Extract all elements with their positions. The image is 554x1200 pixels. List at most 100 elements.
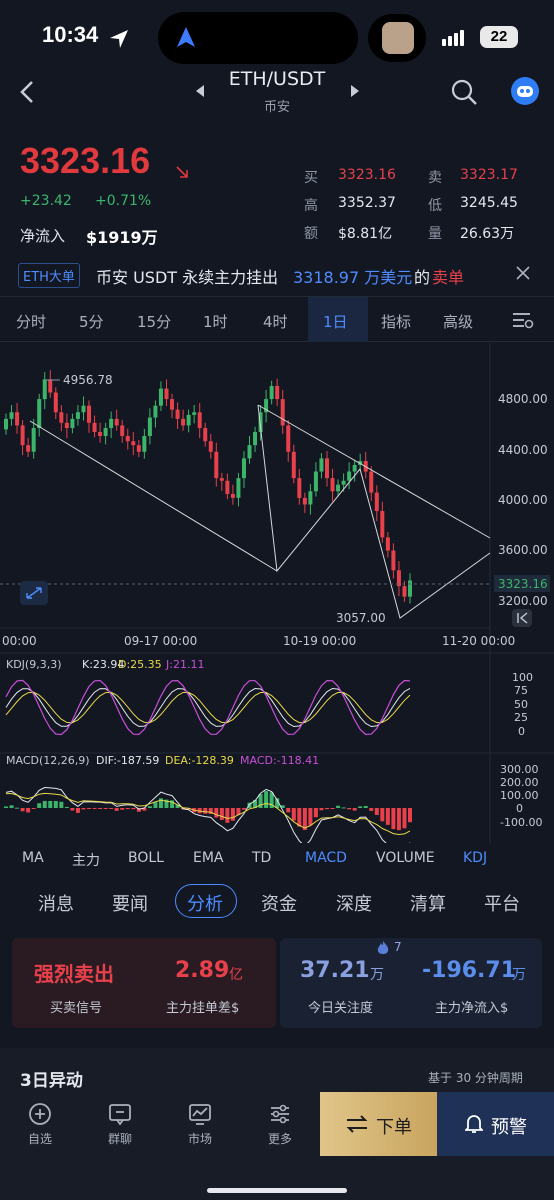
macd-bar [341,807,346,809]
candle-body [358,461,363,465]
tab-analysis[interactable]: 分析 [187,894,223,915]
macd-dif: DIF:-187.59 [96,754,159,767]
candle-body [324,458,329,479]
plus-circle-icon [10,1102,70,1130]
nav-market[interactable]: 市场 [170,1102,230,1147]
ticker-mid: 的 [414,268,431,287]
candle-body [114,418,119,426]
jump-latest-icon [517,612,528,624]
kdj-j: J:21.11 [165,658,204,671]
indicator-main[interactable]: 主力 [72,853,100,869]
large-order-ticker[interactable]: ETH大单 币安 USDT 永续主力挂出 3318.97 万美元 的 卖单 [0,256,554,292]
order-diff-label: 主力挂单差$ [166,1001,240,1016]
candle-body [175,409,180,419]
candle-body [336,484,341,492]
indicator-ema[interactable]: EMA [193,850,224,866]
close-icon[interactable] [516,266,530,280]
indicator-kdj[interactable]: KDJ [463,850,488,866]
candle-body [214,451,219,479]
candlestick-chart[interactable]: 4800.00 4400.00 4000.00 3600.00 3323.16 … [0,343,554,854]
nav-more[interactable]: 更多 [250,1102,310,1147]
chart-settings-icon[interactable] [512,311,534,329]
candle-body [385,537,390,551]
tab-depth[interactable]: 深度 [336,894,372,915]
tab-1h[interactable]: 1时 [203,313,228,331]
tab-funds[interactable]: 资金 [261,894,297,915]
macd-bar [208,808,213,815]
ticker-amount: 3318.97 万美元 [293,268,413,287]
next-pair-icon[interactable] [350,84,360,98]
tab-liquidation[interactable]: 清算 [410,894,446,915]
indicator-ma[interactable]: MA [22,850,44,866]
macd-bar [280,805,285,808]
exchange-name: 币安 [263,100,290,115]
macd-bar [236,808,241,815]
macd-dif-line [5,786,411,854]
tab-news[interactable]: 消息 [38,894,74,915]
macd-bar [4,806,8,808]
macd-bar [125,808,130,810]
low-value: 3245.45 [460,195,518,211]
macd-bar [374,808,379,815]
price-tick: 3600.00 [498,543,548,557]
macd-bar [269,792,274,808]
timeframe-tabs: 分时 5分 15分 1时 4时 1日 指标 高级 [0,296,554,342]
tab-indicators[interactable]: 指标 [381,313,412,331]
candle-body [20,425,25,446]
tab-platform[interactable]: 平台 [484,894,520,915]
indicator-boll[interactable]: BOLL [128,850,164,866]
indicator-volume[interactable]: VOLUME [376,850,435,866]
tab-timeshare[interactable]: 分时 [16,313,47,331]
candle-body [48,379,53,393]
order-button[interactable]: 下单 [320,1092,437,1156]
pair-title[interactable]: ETH/USDT [228,68,326,90]
tab-4h[interactable]: 4时 [263,313,288,331]
candle-body [297,478,302,498]
nav-watchlist[interactable]: 自选 [10,1102,70,1147]
status-bar: 10:34 22 [0,0,554,70]
price-chart[interactable]: 4800.00 4400.00 4000.00 3600.00 3323.16 … [0,343,554,873]
tab-5m[interactable]: 5分 [79,313,104,331]
indicator-macd[interactable]: MACD [305,850,347,866]
sell-label: 卖 [428,170,442,186]
candle-body [308,491,313,505]
candle-body [186,414,191,426]
macd-bar [313,808,318,818]
attention-card[interactable]: 7 37.21 万 今日关注度 -196.71 万 主力净流入$ [280,938,542,1028]
netflow-main-unit: 万 [512,967,526,983]
candle-body [131,441,136,446]
robot-assistant-icon[interactable] [510,76,540,106]
netflow-main-value: -196.71 [422,958,517,983]
macd-bar [170,800,175,808]
macd-bar [92,808,97,809]
macd-bar [247,802,252,808]
macd-bar [324,808,329,810]
macd-bar [59,801,64,808]
macd-bar [9,805,14,808]
chat-icon [90,1102,150,1130]
candle-body [302,497,307,505]
buy-label: 买 [304,170,318,186]
date-tick: 09-17 00:00 [124,634,197,648]
signal-icon [442,30,466,50]
tab-15m[interactable]: 15分 [137,313,172,331]
back-icon[interactable] [18,80,38,104]
tab-1d[interactable]: 1日 [323,313,348,331]
tab-headlines[interactable]: 要闻 [112,894,148,915]
prev-pair-icon[interactable] [195,84,205,98]
signal-value: 强烈卖出 [34,962,114,986]
candle-body [109,418,114,429]
nav-chat[interactable]: 群聊 [90,1102,150,1147]
candle-body [75,412,80,419]
indicator-td[interactable]: TD [252,850,272,866]
search-icon[interactable] [450,78,478,106]
candle-body [286,425,291,452]
battery-indicator: 22 [480,26,518,48]
tab-advanced[interactable]: 高级 [443,313,474,331]
macd-bar [358,806,363,808]
candle-body [203,428,208,442]
macd-bar [164,799,169,808]
sell-signal-card[interactable]: 强烈卖出 买卖信号 2.89 亿 主力挂单差$ [12,938,276,1028]
alert-button[interactable]: 预警 [437,1092,554,1156]
macd-bar [114,808,119,811]
